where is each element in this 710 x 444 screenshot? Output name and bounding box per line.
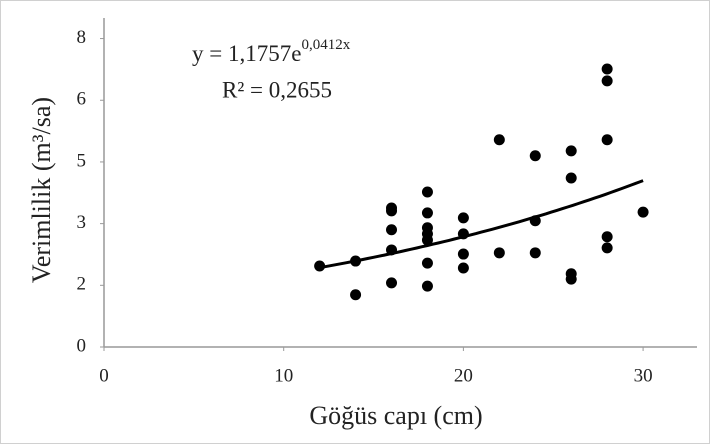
point	[493, 134, 505, 146]
x-tick-label: 0	[99, 365, 109, 386]
point	[565, 145, 577, 157]
y-axis-label: Verimlilik (m³/sa)	[27, 97, 56, 283]
point	[421, 257, 433, 269]
x-axis-label: Göğüs capı (cm)	[309, 401, 482, 430]
y-tick-label: 2	[77, 274, 87, 295]
point	[386, 205, 398, 217]
trendline	[319, 179, 644, 270]
point	[565, 172, 577, 184]
point	[386, 277, 398, 289]
point	[493, 247, 505, 259]
y-tick-label: 3	[77, 212, 87, 233]
point	[386, 224, 398, 236]
y-tick-label: 0	[77, 335, 87, 356]
point	[457, 212, 469, 224]
point	[529, 150, 541, 162]
point	[457, 262, 469, 274]
point	[601, 134, 613, 146]
point	[314, 260, 326, 272]
point	[421, 280, 433, 292]
point	[457, 248, 469, 260]
point	[421, 207, 433, 219]
point	[601, 75, 613, 87]
point	[350, 289, 362, 301]
point	[529, 247, 541, 259]
y-tick-label: 5	[77, 150, 87, 171]
x-tick-label: 30	[634, 365, 653, 386]
point	[601, 63, 613, 75]
point	[421, 234, 433, 246]
point	[350, 255, 362, 267]
x-tick-label: 20	[454, 365, 473, 386]
point	[565, 273, 577, 285]
point	[386, 244, 398, 256]
point	[637, 206, 649, 218]
r-squared: R² = 0,2655	[222, 77, 332, 102]
y-tick-label: 6	[77, 89, 87, 110]
point	[601, 231, 613, 243]
point	[601, 242, 613, 254]
y-tick-label: 8	[77, 27, 87, 48]
x-tick-label: 10	[274, 365, 293, 386]
point	[421, 186, 433, 198]
point	[457, 228, 469, 240]
trend-equation: y = 1,1757e0,0412x	[192, 37, 351, 66]
point	[529, 215, 541, 227]
